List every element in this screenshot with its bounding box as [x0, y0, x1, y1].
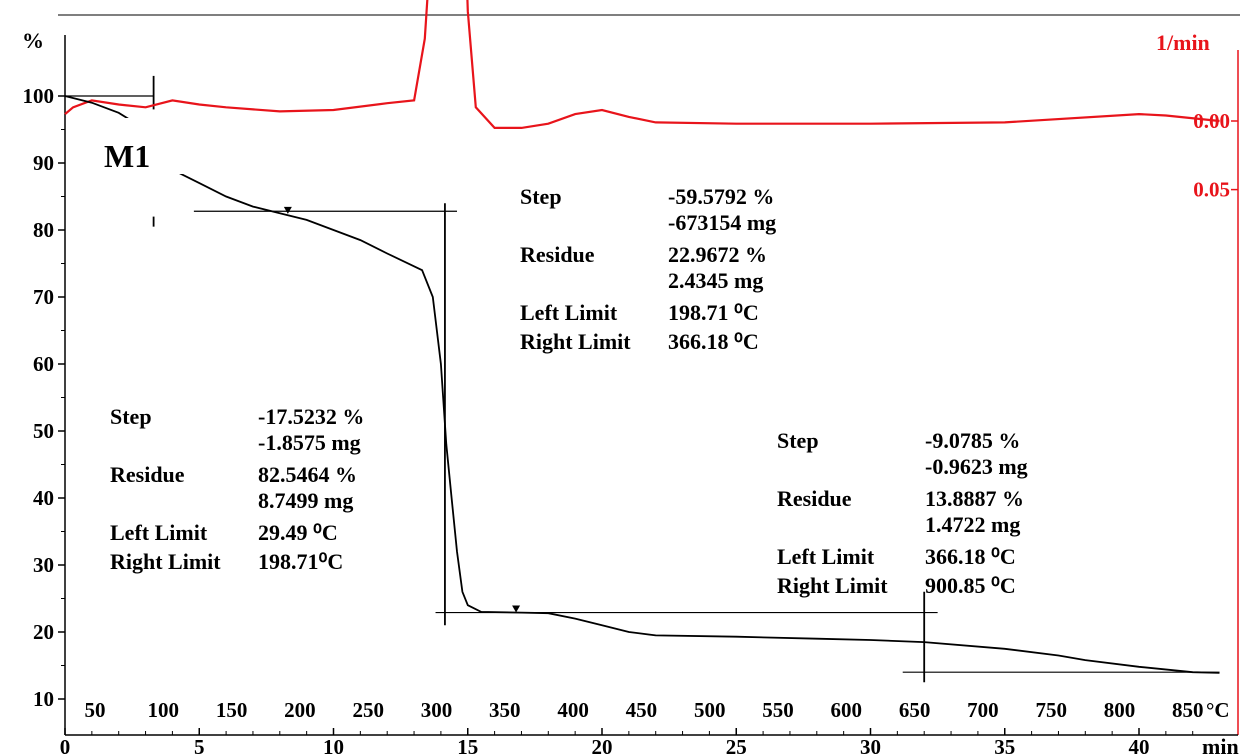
left-tick-label: 20 — [33, 620, 54, 644]
annotation-value: -673154 mg — [668, 210, 776, 235]
temperature-axis-unit: °C — [1206, 698, 1230, 722]
annotation-label: Step — [777, 428, 819, 453]
temperature-tick-label: 600 — [831, 698, 863, 722]
left-tick-label: 60 — [33, 352, 54, 376]
annotation-value: 900.85 ⁰C — [925, 573, 1016, 598]
time-tick-label: 20 — [592, 735, 613, 756]
time-tick-label: 30 — [860, 735, 881, 756]
right-axis-ticks: 0.000.05-0.10-0.15-0.20-0.25-0.30-0.35-0… — [1193, 109, 1238, 202]
temperature-tick-label: 650 — [899, 698, 931, 722]
temperature-tick-label: 250 — [352, 698, 384, 722]
annotation-label: Right Limit — [110, 549, 221, 574]
annotation-label: Left Limit — [777, 544, 875, 569]
temperature-tick-label: 50 — [85, 698, 106, 722]
tg-curve — [64, 95, 1220, 674]
left-tick-label: 90 — [33, 151, 54, 175]
time-tick-label: 15 — [457, 735, 478, 756]
temperature-tick-label: 200 — [284, 698, 316, 722]
temperature-tick-label: 500 — [694, 698, 726, 722]
annotation-label: Residue — [777, 486, 852, 511]
time-axis-unit: min — [1202, 734, 1239, 756]
annotation-value: 8.7499 mg — [258, 488, 353, 513]
temperature-tick-label: 100 — [148, 698, 180, 722]
annotation-value: 198.71⁰C — [258, 549, 343, 574]
annotation-label: Left Limit — [110, 520, 208, 545]
left-tick-label: 50 — [33, 419, 54, 443]
temperature-tick-label: 750 — [1035, 698, 1067, 722]
right-tick-label: 0.05 — [1193, 178, 1230, 202]
step-baselines — [65, 75, 1220, 683]
temperature-tick-label: 850 — [1172, 698, 1204, 722]
annotation-value: 29.49 ⁰C — [258, 520, 338, 545]
temperature-tick-label: 400 — [557, 698, 589, 722]
annotation-value: -1.8575 mg — [258, 430, 361, 455]
time-tick-label: 5 — [194, 735, 205, 756]
annotation-value: -9.0785 % — [925, 428, 1020, 453]
temperature-tick-label: 550 — [762, 698, 794, 722]
left-tick-label: 30 — [33, 553, 54, 577]
annotation-value: 13.8887 % — [925, 486, 1024, 511]
left-axis-ticks: 10 20 30 40 50 60 70 80 90 100 — [23, 84, 65, 711]
step-marker — [512, 605, 521, 613]
time-tick-label: 40 — [1129, 735, 1150, 756]
annotation-step-1: Step -17.5232 %-1.8575 mg Residue 82.5464 %… — [110, 404, 364, 574]
left-tick-label: 70 — [33, 285, 54, 309]
temperature-tick-label: 800 — [1104, 698, 1136, 722]
annotation-label: Right Limit — [520, 329, 631, 354]
step-markers — [283, 206, 521, 613]
annotation-label: Right Limit — [777, 573, 888, 598]
annotation-value: 1.4722 mg — [925, 512, 1020, 537]
annotation-value: 198.71 ⁰C — [668, 300, 759, 325]
annotation-label: Step — [520, 184, 562, 209]
left-tick-label: 80 — [33, 218, 54, 242]
sample-label-box — [96, 118, 188, 174]
annotation-label: Residue — [110, 462, 185, 487]
time-tick-label: 10 — [323, 735, 344, 756]
temperature-tick-label: 450 — [626, 698, 658, 722]
temperature-tick-label: 150 — [216, 698, 248, 722]
step-marker — [283, 206, 292, 214]
time-tick-label: 0 — [60, 735, 71, 756]
time-tick-label: 35 — [994, 735, 1015, 756]
left-tick-label: 10 — [33, 687, 54, 711]
time-axis-ticks: 0 5 10 15 20 25 30 35 40 — [60, 728, 1194, 756]
annotation-value: 82.5464 % — [258, 462, 357, 487]
annotation-value: -17.5232 % — [258, 404, 364, 429]
annotation-label: Step — [110, 404, 152, 429]
annotation-step-2: Step -59.5792 %-673154 mg Residue 22.9672 %… — [520, 184, 776, 354]
sample-label: M1 — [104, 138, 150, 174]
temperature-tick-label: 350 — [489, 698, 521, 722]
temperature-axis-ticks: 50 100 150 200 250 300 350 400 450 500 550 600 650 70… — [85, 698, 1230, 722]
left-axis-unit: % — [22, 28, 44, 53]
annotation-label: Left Limit — [520, 300, 618, 325]
annotation-value: 22.9672 % — [668, 242, 767, 267]
annotation-value: -59.5792 % — [668, 184, 774, 209]
left-tick-label: 40 — [33, 486, 54, 510]
time-tick-label: 25 — [726, 735, 747, 756]
annotation-value: 2.4345 mg — [668, 268, 763, 293]
annotation-value: -0.9623 mg — [925, 454, 1028, 479]
right-axis-unit: 1/min — [1156, 30, 1210, 55]
annotation-step-3: Step -9.0785 %-0.9623 mg Residue 13.8887 %1… — [777, 428, 1028, 598]
temperature-tick-label: 700 — [967, 698, 999, 722]
left-tick-label: 100 — [23, 84, 55, 108]
temperature-tick-label: 300 — [421, 698, 453, 722]
dtg-curve — [64, 0, 1220, 129]
annotation-value: 366.18 ⁰C — [925, 544, 1016, 569]
annotation-label: Residue — [520, 242, 595, 267]
annotation-value: 366.18 ⁰C — [668, 329, 759, 354]
